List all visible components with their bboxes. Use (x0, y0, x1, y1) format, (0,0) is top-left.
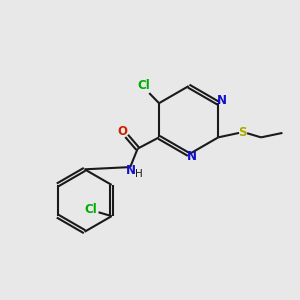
Text: H: H (135, 169, 142, 178)
Text: N: N (126, 164, 136, 177)
Text: Cl: Cl (85, 203, 97, 216)
Text: N: N (187, 150, 196, 163)
Text: O: O (118, 125, 128, 138)
Text: N: N (217, 94, 227, 107)
Text: Cl: Cl (137, 79, 150, 92)
Text: S: S (238, 125, 247, 139)
